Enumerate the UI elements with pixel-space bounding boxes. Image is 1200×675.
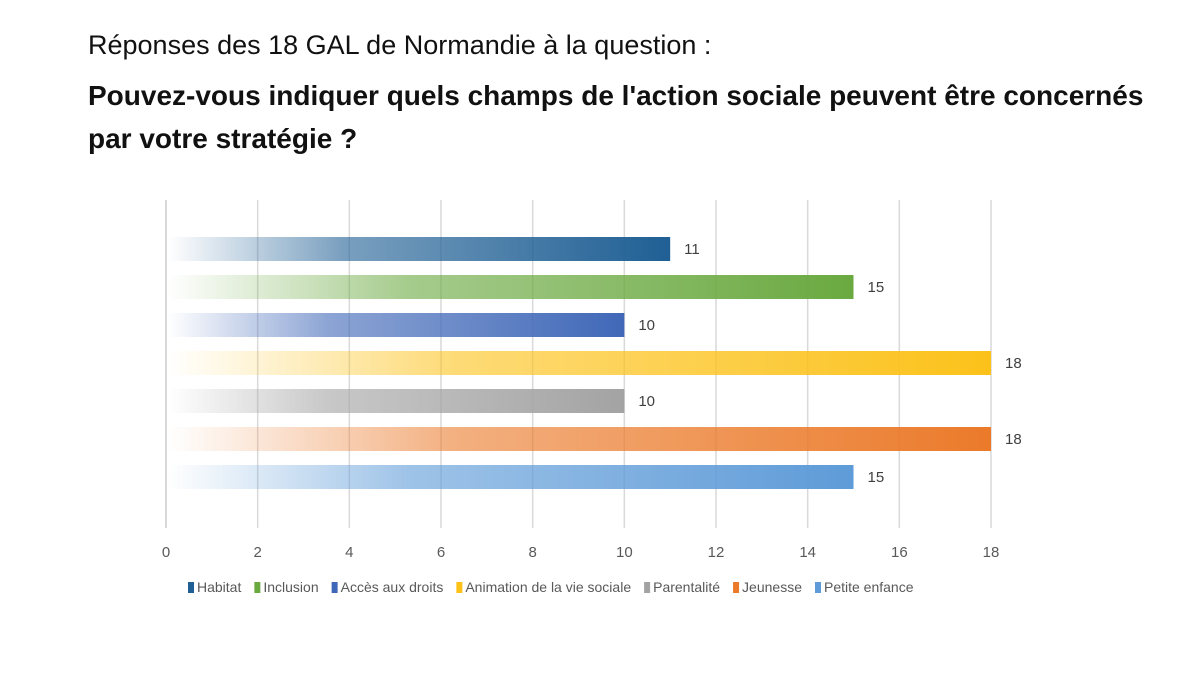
bar-acc-s-aux-droits	[168, 313, 625, 337]
chart-title-question: Pouvez-vous indiquer quels champs de l'a…	[88, 80, 1144, 154]
legend-swatch	[254, 582, 261, 593]
x-tick-label: 6	[437, 544, 445, 561]
x-tick-label: 16	[891, 544, 908, 561]
x-tick-label: 10	[616, 544, 633, 561]
legend-swatch	[188, 582, 194, 593]
x-tick-label: 14	[799, 544, 816, 561]
legend-item: Habitat	[197, 579, 241, 595]
x-tick-label: 4	[345, 544, 353, 561]
x-tick-label: 0	[162, 544, 170, 561]
data-label: 18	[1005, 355, 1022, 372]
data-label: 18	[1005, 431, 1022, 448]
x-tick-label: 18	[983, 544, 1000, 561]
x-tick-label: 12	[708, 544, 725, 561]
bar-animation-de-la-vie-sociale	[168, 351, 991, 375]
legend-item: Jeunesse	[742, 579, 802, 595]
legend-swatch	[644, 582, 651, 593]
legend-swatch	[733, 582, 740, 593]
legend-swatch	[814, 582, 821, 593]
bar-habitat	[168, 237, 671, 261]
data-label: 10	[638, 393, 655, 410]
x-tick-label: 2	[253, 544, 261, 561]
data-label: 11	[684, 241, 700, 258]
bar-jeunesse	[168, 427, 991, 451]
bar-petite-enfance	[168, 465, 854, 489]
data-label: 10	[638, 317, 655, 334]
legend-item: Animation de la vie sociale	[465, 579, 631, 595]
x-tick-label: 8	[528, 544, 536, 561]
data-label: 15	[868, 279, 885, 296]
data-label: 15	[868, 469, 885, 486]
legend-item: Accès aux droits	[341, 579, 444, 595]
legend-item: Petite enfance	[824, 579, 914, 595]
bar-inclusion	[168, 275, 854, 299]
chart-title-line1: Réponses des 18 GAL de Normandie à la qu…	[88, 30, 712, 60]
legend-swatch	[331, 582, 338, 593]
legend-item: Inclusion	[263, 579, 318, 595]
bar-parentalit-	[168, 389, 625, 413]
legend-swatch	[456, 582, 463, 593]
legend-item: Parentalité	[653, 579, 720, 595]
